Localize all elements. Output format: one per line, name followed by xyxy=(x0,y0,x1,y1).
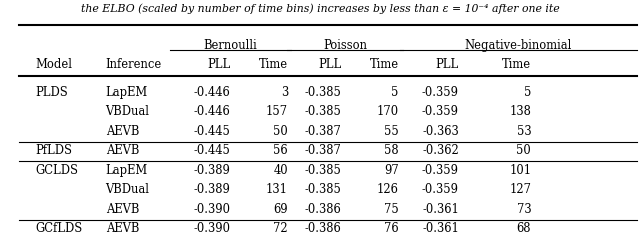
Text: 72: 72 xyxy=(273,223,288,235)
Text: 69: 69 xyxy=(273,203,288,216)
Text: AEVB: AEVB xyxy=(106,203,139,216)
Text: -0.361: -0.361 xyxy=(422,223,459,235)
Text: -0.389: -0.389 xyxy=(193,183,230,196)
Text: -0.386: -0.386 xyxy=(305,203,341,216)
Text: 5: 5 xyxy=(524,86,531,99)
Text: -0.385: -0.385 xyxy=(304,105,341,118)
Text: 56: 56 xyxy=(273,144,288,157)
Text: 126: 126 xyxy=(377,183,399,196)
Text: -0.362: -0.362 xyxy=(422,144,459,157)
Text: 5: 5 xyxy=(391,86,399,99)
Text: -0.361: -0.361 xyxy=(422,203,459,216)
Text: 58: 58 xyxy=(384,144,399,157)
Text: -0.359: -0.359 xyxy=(422,164,459,177)
Text: -0.445: -0.445 xyxy=(193,144,230,157)
Text: Time: Time xyxy=(369,58,399,71)
Text: GCfLDS: GCfLDS xyxy=(35,223,83,235)
Text: -0.387: -0.387 xyxy=(304,144,341,157)
Text: 101: 101 xyxy=(509,164,531,177)
Text: -0.386: -0.386 xyxy=(305,223,341,235)
Text: the ELBO (scaled by number of time bins) increases by less than ε = 10⁻⁴ after o: the ELBO (scaled by number of time bins)… xyxy=(81,4,559,14)
Text: 157: 157 xyxy=(266,105,288,118)
Text: Poisson: Poisson xyxy=(323,38,367,52)
Text: PfLDS: PfLDS xyxy=(35,144,72,157)
Text: 131: 131 xyxy=(266,183,288,196)
Text: -0.389: -0.389 xyxy=(193,164,230,177)
Text: VBDual: VBDual xyxy=(106,183,150,196)
Text: -0.445: -0.445 xyxy=(193,125,230,138)
Text: -0.385: -0.385 xyxy=(304,183,341,196)
Text: -0.385: -0.385 xyxy=(304,164,341,177)
Text: 50: 50 xyxy=(516,144,531,157)
Text: 97: 97 xyxy=(384,164,399,177)
Text: -0.359: -0.359 xyxy=(422,86,459,99)
Text: LapEM: LapEM xyxy=(106,164,148,177)
Text: 50: 50 xyxy=(273,125,288,138)
Text: 170: 170 xyxy=(376,105,399,118)
Text: -0.385: -0.385 xyxy=(304,86,341,99)
Text: -0.363: -0.363 xyxy=(422,125,459,138)
Text: -0.446: -0.446 xyxy=(194,105,230,118)
Text: PLL: PLL xyxy=(207,58,230,71)
Text: -0.387: -0.387 xyxy=(304,125,341,138)
Text: GCLDS: GCLDS xyxy=(35,164,78,177)
Text: -0.446: -0.446 xyxy=(194,86,230,99)
Text: Model: Model xyxy=(35,58,72,71)
Text: 40: 40 xyxy=(273,164,288,177)
Text: AEVB: AEVB xyxy=(106,144,139,157)
Text: Time: Time xyxy=(502,58,531,71)
Text: PLL: PLL xyxy=(436,58,459,71)
Text: 55: 55 xyxy=(384,125,399,138)
Text: 68: 68 xyxy=(516,223,531,235)
Text: AEVB: AEVB xyxy=(106,223,139,235)
Text: -0.359: -0.359 xyxy=(422,183,459,196)
Text: 138: 138 xyxy=(509,105,531,118)
Text: Time: Time xyxy=(259,58,288,71)
Text: -0.359: -0.359 xyxy=(422,105,459,118)
Text: -0.390: -0.390 xyxy=(193,223,230,235)
Text: -0.390: -0.390 xyxy=(193,203,230,216)
Text: PLDS: PLDS xyxy=(35,86,68,99)
Text: Bernoulli: Bernoulli xyxy=(204,38,257,52)
Text: 53: 53 xyxy=(516,125,531,138)
Text: 3: 3 xyxy=(281,86,288,99)
Text: LapEM: LapEM xyxy=(106,86,148,99)
Text: 127: 127 xyxy=(509,183,531,196)
Text: 73: 73 xyxy=(516,203,531,216)
Text: 76: 76 xyxy=(384,223,399,235)
Text: 75: 75 xyxy=(384,203,399,216)
Text: VBDual: VBDual xyxy=(106,105,150,118)
Text: PLL: PLL xyxy=(318,58,341,71)
Text: Negative-binomial: Negative-binomial xyxy=(465,38,572,52)
Text: AEVB: AEVB xyxy=(106,125,139,138)
Text: Inference: Inference xyxy=(106,58,162,71)
